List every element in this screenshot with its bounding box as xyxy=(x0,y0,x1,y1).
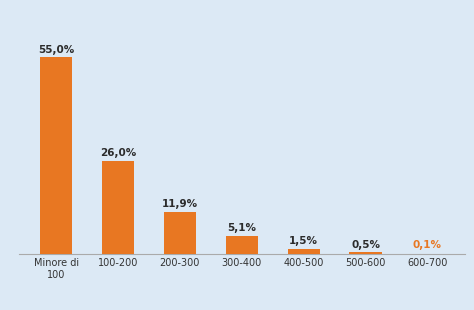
Text: 11,9%: 11,9% xyxy=(162,199,198,209)
Text: 5,1%: 5,1% xyxy=(227,223,256,233)
Bar xyxy=(288,249,319,254)
Bar xyxy=(226,236,258,254)
Bar xyxy=(164,212,196,254)
Text: 0,5%: 0,5% xyxy=(351,240,380,250)
Text: 55,0%: 55,0% xyxy=(38,45,74,55)
Text: 1,5%: 1,5% xyxy=(289,236,318,246)
Bar xyxy=(349,252,382,254)
Text: 26,0%: 26,0% xyxy=(100,148,136,158)
Bar xyxy=(40,57,72,254)
Text: 0,1%: 0,1% xyxy=(413,240,442,250)
Bar xyxy=(102,161,134,254)
